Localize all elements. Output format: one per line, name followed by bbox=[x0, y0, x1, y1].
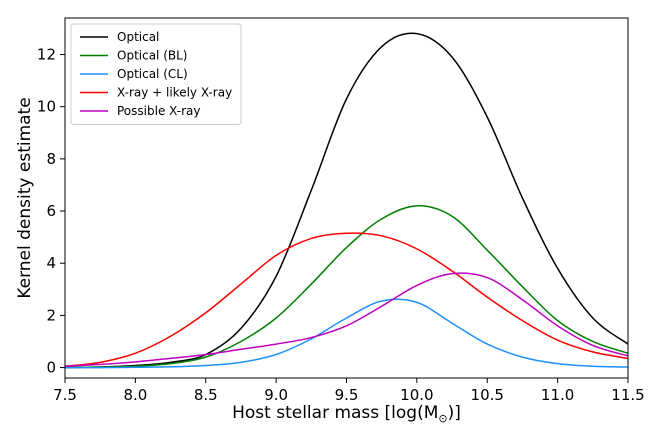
x-tick-label: 8.5 bbox=[194, 386, 218, 404]
x-tick-label: 10.5 bbox=[471, 386, 504, 404]
x-tick-label: 9.5 bbox=[335, 386, 359, 404]
x-axis-label: Host stellar mass [log(M⊙)] bbox=[232, 403, 461, 425]
series-line-1 bbox=[65, 32, 628, 369]
legend-label: Optical bbox=[117, 30, 159, 44]
y-axis-label: Kernel density estimate bbox=[15, 97, 35, 298]
series-line-5 bbox=[65, 272, 628, 368]
x-tick-label: 9.0 bbox=[264, 386, 288, 404]
legend-box bbox=[70, 23, 242, 125]
y-tick-label: 8 bbox=[46, 150, 56, 168]
y-tick-label: 4 bbox=[46, 254, 56, 272]
y-tick-label: 6 bbox=[46, 202, 56, 220]
x-tick-label: 7.5 bbox=[53, 386, 77, 404]
legend-label: Possible X-ray bbox=[117, 104, 200, 118]
series-line-3 bbox=[65, 298, 628, 369]
legend-label: X-ray + likely X-ray bbox=[117, 86, 232, 100]
series-layer bbox=[65, 32, 628, 369]
x-tick-label: 11.0 bbox=[541, 386, 574, 404]
x-tick-label: 10.0 bbox=[400, 386, 433, 404]
y-tick-label: 2 bbox=[46, 306, 56, 324]
series-line-2 bbox=[65, 205, 628, 369]
y-tick-label: 0 bbox=[46, 359, 56, 377]
y-tick-label: 12 bbox=[37, 46, 56, 64]
legend-label: Optical (BL) bbox=[117, 49, 187, 63]
legend-label: Optical (CL) bbox=[117, 67, 188, 81]
x-tick-label: 8.0 bbox=[123, 386, 147, 404]
x-tick-label: 11.5 bbox=[611, 386, 644, 404]
legend: Optical Optical (BL) Optical (CL) X-ray + l… bbox=[70, 23, 242, 125]
series-line-4 bbox=[65, 232, 628, 368]
ticks-layer: 7.5 8.0 8.5 9.0 9.5 10.0 10.5 11.0 11.5 0 2 4 6 8 10 12 bbox=[37, 46, 645, 404]
y-tick-label: 10 bbox=[37, 98, 56, 116]
